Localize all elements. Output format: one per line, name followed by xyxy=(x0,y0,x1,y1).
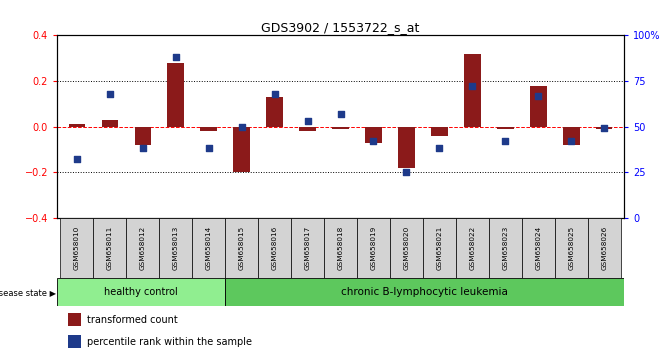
Text: healthy control: healthy control xyxy=(104,287,178,297)
Point xyxy=(533,93,544,98)
Text: GSM658011: GSM658011 xyxy=(107,226,113,270)
Text: GSM658015: GSM658015 xyxy=(239,226,245,270)
Point xyxy=(302,118,313,124)
Point xyxy=(401,169,412,175)
FancyBboxPatch shape xyxy=(60,218,93,278)
Text: GSM658020: GSM658020 xyxy=(403,226,409,270)
Text: GSM658017: GSM658017 xyxy=(305,226,311,270)
FancyBboxPatch shape xyxy=(555,218,588,278)
Bar xyxy=(332,127,349,129)
Text: GSM658024: GSM658024 xyxy=(535,226,541,270)
Text: GSM658025: GSM658025 xyxy=(568,226,574,270)
Bar xyxy=(68,335,81,348)
Title: GDS3902 / 1553722_s_at: GDS3902 / 1553722_s_at xyxy=(261,21,420,34)
FancyBboxPatch shape xyxy=(456,218,489,278)
Text: percentile rank within the sample: percentile rank within the sample xyxy=(87,337,252,347)
FancyBboxPatch shape xyxy=(126,218,159,278)
Text: GSM658022: GSM658022 xyxy=(470,226,475,270)
Point xyxy=(368,138,379,144)
FancyBboxPatch shape xyxy=(258,218,291,278)
Point xyxy=(170,55,181,60)
Bar xyxy=(266,97,283,127)
Text: chronic B-lymphocytic leukemia: chronic B-lymphocytic leukemia xyxy=(341,287,508,297)
Text: GSM658019: GSM658019 xyxy=(370,226,376,270)
Bar xyxy=(101,120,118,127)
Point xyxy=(105,91,115,97)
FancyBboxPatch shape xyxy=(57,278,225,306)
Point xyxy=(269,91,280,97)
Bar xyxy=(497,127,513,129)
FancyBboxPatch shape xyxy=(93,218,126,278)
FancyBboxPatch shape xyxy=(225,218,258,278)
Point xyxy=(71,156,82,162)
Bar xyxy=(134,127,151,145)
Bar xyxy=(365,127,382,143)
Text: GSM658013: GSM658013 xyxy=(172,226,178,270)
Bar xyxy=(68,313,81,326)
Text: GSM658021: GSM658021 xyxy=(436,226,442,270)
FancyBboxPatch shape xyxy=(291,218,324,278)
FancyBboxPatch shape xyxy=(225,278,624,306)
FancyBboxPatch shape xyxy=(489,218,522,278)
Text: GSM658018: GSM658018 xyxy=(338,226,344,270)
Bar xyxy=(299,127,316,131)
Text: transformed count: transformed count xyxy=(87,315,177,325)
Bar xyxy=(168,63,184,127)
Text: GSM658016: GSM658016 xyxy=(272,226,278,270)
Bar xyxy=(563,127,580,145)
Bar xyxy=(464,53,480,127)
FancyBboxPatch shape xyxy=(324,218,357,278)
Bar xyxy=(234,127,250,172)
FancyBboxPatch shape xyxy=(357,218,390,278)
Bar xyxy=(201,127,217,131)
Point xyxy=(566,138,576,144)
Point xyxy=(203,145,214,151)
Bar xyxy=(431,127,448,136)
Point xyxy=(138,145,148,151)
Text: GSM658010: GSM658010 xyxy=(74,226,80,270)
FancyBboxPatch shape xyxy=(522,218,555,278)
Bar xyxy=(398,127,415,167)
Bar xyxy=(596,127,613,129)
Point xyxy=(599,126,610,131)
Text: GSM658023: GSM658023 xyxy=(503,226,509,270)
FancyBboxPatch shape xyxy=(192,218,225,278)
Text: GSM658012: GSM658012 xyxy=(140,226,146,270)
Point xyxy=(500,138,511,144)
Bar xyxy=(68,124,85,127)
Bar xyxy=(530,86,547,127)
FancyBboxPatch shape xyxy=(588,218,621,278)
Point xyxy=(335,111,346,116)
Point xyxy=(467,84,478,89)
Point xyxy=(434,145,445,151)
Point xyxy=(236,124,247,130)
FancyBboxPatch shape xyxy=(423,218,456,278)
Text: disease state ▶: disease state ▶ xyxy=(0,287,56,297)
Text: GSM658026: GSM658026 xyxy=(601,226,607,270)
FancyBboxPatch shape xyxy=(159,218,192,278)
FancyBboxPatch shape xyxy=(390,218,423,278)
Text: GSM658014: GSM658014 xyxy=(206,226,211,270)
